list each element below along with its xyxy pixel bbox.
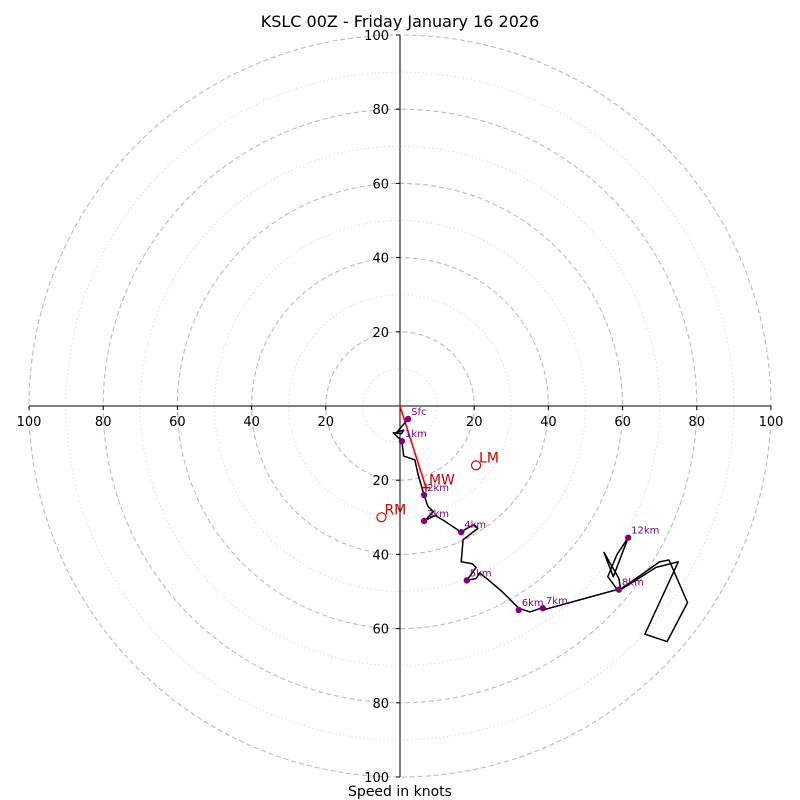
- storm-motion-markers: LM MW RM: [376, 450, 499, 523]
- height-marker-dot: [515, 606, 522, 614]
- height-marker-dot: [458, 528, 465, 536]
- storm-motion-marker: [376, 512, 387, 523]
- x-tick-label: 80: [689, 415, 706, 430]
- height-marker-dot: [539, 604, 547, 612]
- height-marker-dot: [420, 491, 428, 499]
- y-tick-label: 20: [372, 474, 389, 489]
- x-tick-label: 40: [540, 415, 557, 430]
- height-marker-dot: [420, 517, 428, 525]
- chart-title: KSLC 00Z - Friday January 16 2026: [261, 12, 540, 31]
- x-tick-label: 80: [95, 415, 112, 430]
- x-tick-label: 60: [169, 415, 186, 430]
- tick-labels: 100 80 60 40 20 20 40 60 80 100 100 80 60 40 20 20 40 60 8…: [17, 29, 784, 786]
- height-marker-dot: [404, 415, 412, 423]
- y-tick-label: 60: [372, 177, 389, 192]
- height-marker-label: 12km: [631, 526, 659, 537]
- y-tick-label: 100: [364, 29, 389, 44]
- y-tick-label: 40: [372, 548, 389, 563]
- storm-motion-label: LM: [479, 450, 499, 466]
- x-tick-label: 100: [17, 415, 42, 430]
- storm-motion-marker: [421, 483, 430, 492]
- height-marker-dot: [624, 534, 632, 541]
- height-marker-label: Sfc: [411, 407, 426, 418]
- x-tick-label: 20: [466, 415, 483, 430]
- height-marker-label: 5km: [470, 568, 492, 579]
- y-tick-label: 80: [372, 697, 389, 712]
- x-tick-label: 40: [243, 415, 260, 430]
- height-marker-dot: [615, 586, 623, 593]
- storm-motion-label: MW: [429, 473, 455, 489]
- x-tick-label: 100: [759, 415, 784, 430]
- height-marker-label: 1km: [405, 429, 427, 440]
- y-tick-label: 20: [372, 326, 389, 341]
- storm-motion-marker: [470, 460, 482, 471]
- x-axis-label: Speed in knots: [348, 784, 452, 800]
- y-tick-label: 100: [364, 771, 389, 786]
- x-tick-label: 60: [614, 415, 631, 430]
- y-tick-label: 60: [372, 623, 389, 638]
- height-marker-label: 2km: [427, 483, 449, 494]
- height-marker-label: 4km: [464, 520, 486, 531]
- height-marker-label: 8km: [622, 578, 644, 589]
- hodograph-trace-layer: [392, 418, 689, 643]
- shear-vector-line: [399, 405, 427, 488]
- hodograph-trace: [392, 418, 689, 643]
- height-marker-label: 3km: [427, 509, 449, 520]
- height-marker-label: 7km: [546, 596, 568, 607]
- y-tick-label: 40: [372, 252, 389, 267]
- storm-motion-label: RM: [384, 502, 406, 518]
- y-tick-label: 80: [372, 103, 389, 118]
- x-tick-label: 20: [318, 415, 335, 430]
- height-marker-label: 6km: [522, 598, 544, 609]
- height-marker-dot: [398, 438, 406, 445]
- height-marker-dot: [463, 577, 470, 584]
- height-markers: Sfc 1km 2km 3km 4km 5km 6km 7km 8km 12km: [398, 407, 659, 614]
- shear-vector-layer: [399, 405, 427, 488]
